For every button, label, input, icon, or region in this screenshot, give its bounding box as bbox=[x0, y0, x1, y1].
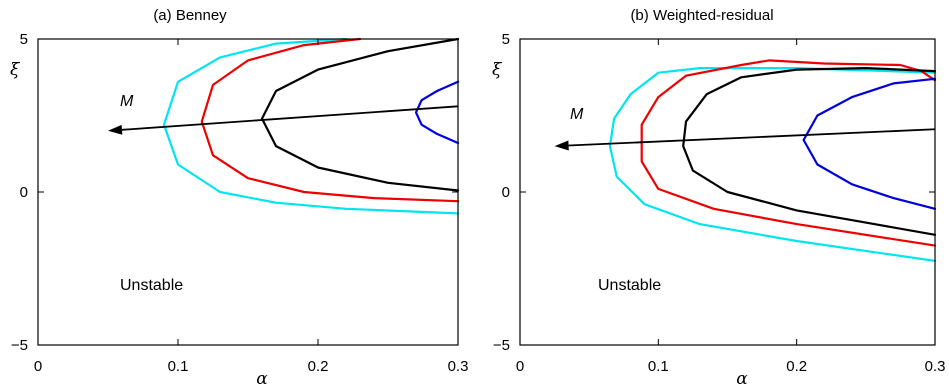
panel-b-frame bbox=[519, 38, 936, 346]
panel-b-arrow bbox=[554, 128, 936, 151]
panel-b-series-3-line bbox=[682, 67, 937, 236]
panel-b-arrow-shaft bbox=[568, 128, 936, 147]
panel-b-ytick-label: 5 bbox=[502, 31, 510, 48]
panel-b-series-4-line bbox=[802, 77, 937, 210]
panel-a-xtick-label: 0.3 bbox=[448, 358, 469, 375]
panel-b-series-1-line bbox=[608, 67, 937, 262]
panel-b-ylabel: ξ bbox=[492, 60, 503, 80]
panel-a-series-2-line bbox=[200, 37, 460, 203]
panel-a-arrow bbox=[108, 105, 459, 135]
panel-a-series-4-line bbox=[414, 80, 460, 145]
panel-a-ticks: 0 0.1 0.2 0.3 −5 0 5 bbox=[11, 31, 469, 375]
panel-b-title: (b) Weighted-residual bbox=[630, 7, 773, 24]
panel-b-curves bbox=[608, 59, 937, 262]
panel-b-xtick-label: 0.1 bbox=[648, 358, 669, 375]
panel-b-xlabel: α bbox=[736, 369, 748, 387]
panel-a-ytick-label: −5 bbox=[11, 337, 28, 354]
panel-a-arrow-label: M bbox=[120, 93, 134, 110]
panel-a-title: (a) Benney bbox=[153, 7, 227, 24]
panel-a: (a) Benney ξ α Unstable M 0 0.1 0.2 0.3 −5 0 5 bbox=[10, 7, 468, 387]
panel-b-region-label: Unstable bbox=[598, 277, 661, 294]
panel-b-xtick-label: 0 bbox=[516, 358, 524, 375]
panel-b: (b) Weighted-residual ξ α Unstable M 0 0.… bbox=[492, 7, 945, 387]
panel-a-frame bbox=[37, 38, 459, 346]
panel-b-series-2-line bbox=[640, 59, 937, 247]
panel-b-ytick-label: 0 bbox=[502, 184, 510, 201]
panel-a-series-3-line bbox=[260, 37, 460, 192]
panel-b-xtick-label: 0.2 bbox=[786, 358, 807, 375]
panel-b-ytick-label: −5 bbox=[493, 337, 510, 354]
panel-a-curves bbox=[162, 37, 460, 215]
panel-a-xtick-label: 0.1 bbox=[168, 358, 189, 375]
panel-a-ytick-label: 0 bbox=[20, 184, 28, 201]
panel-a-arrow-head bbox=[108, 124, 123, 135]
panel-a-xtick-label: 0.2 bbox=[308, 358, 329, 375]
panel-a-series-1-line bbox=[162, 37, 460, 215]
panel-b-ticks: 0 0.1 0.2 0.3 −5 0 5 bbox=[493, 31, 946, 375]
panel-a-ylabel: ξ bbox=[10, 60, 21, 80]
panel-a-xtick-label: 0 bbox=[34, 358, 42, 375]
panel-a-xlabel: α bbox=[256, 369, 268, 387]
panel-a-arrow-shaft bbox=[121, 105, 459, 131]
panel-a-ytick-label: 5 bbox=[20, 31, 28, 48]
panel-b-xtick-label: 0.3 bbox=[925, 358, 946, 375]
panel-b-arrow-head bbox=[554, 140, 569, 151]
panel-b-arrow-label: M bbox=[570, 106, 584, 123]
panel-a-region-label: Unstable bbox=[120, 277, 183, 294]
